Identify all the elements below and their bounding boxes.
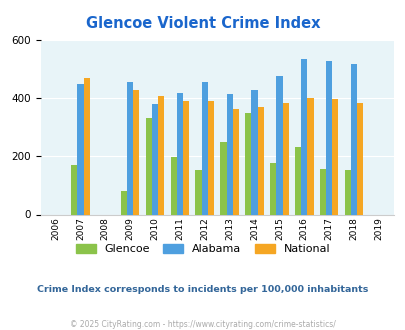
Bar — [331, 99, 338, 214]
Bar — [195, 170, 201, 214]
Bar — [220, 142, 226, 214]
Bar — [127, 82, 133, 214]
Bar — [151, 104, 158, 214]
Bar — [207, 101, 213, 214]
Bar — [226, 93, 232, 214]
Bar — [133, 90, 139, 214]
Bar — [319, 169, 325, 214]
Text: © 2025 CityRating.com - https://www.cityrating.com/crime-statistics/: © 2025 CityRating.com - https://www.city… — [70, 320, 335, 329]
Bar — [350, 63, 356, 214]
Bar — [325, 61, 331, 214]
Bar — [356, 103, 362, 214]
Bar — [201, 82, 207, 214]
Bar — [301, 58, 307, 214]
Text: Crime Index corresponds to incidents per 100,000 inhabitants: Crime Index corresponds to incidents per… — [37, 285, 368, 294]
Bar — [158, 96, 164, 214]
Bar — [183, 101, 189, 214]
Bar — [145, 118, 151, 214]
Bar — [344, 170, 350, 215]
Bar — [307, 98, 313, 214]
Bar — [121, 191, 127, 214]
Bar — [170, 157, 176, 214]
Legend: Glencoe, Alabama, National: Glencoe, Alabama, National — [71, 239, 334, 258]
Bar — [257, 107, 263, 214]
Bar — [294, 147, 301, 214]
Bar — [282, 103, 288, 214]
Bar — [77, 84, 83, 214]
Bar — [269, 163, 276, 214]
Bar — [276, 76, 282, 215]
Text: Glencoe Violent Crime Index: Glencoe Violent Crime Index — [85, 16, 320, 31]
Bar — [251, 90, 257, 214]
Bar — [83, 78, 90, 214]
Bar — [232, 109, 239, 214]
Bar — [245, 113, 251, 214]
Bar — [71, 165, 77, 214]
Bar — [176, 93, 183, 214]
